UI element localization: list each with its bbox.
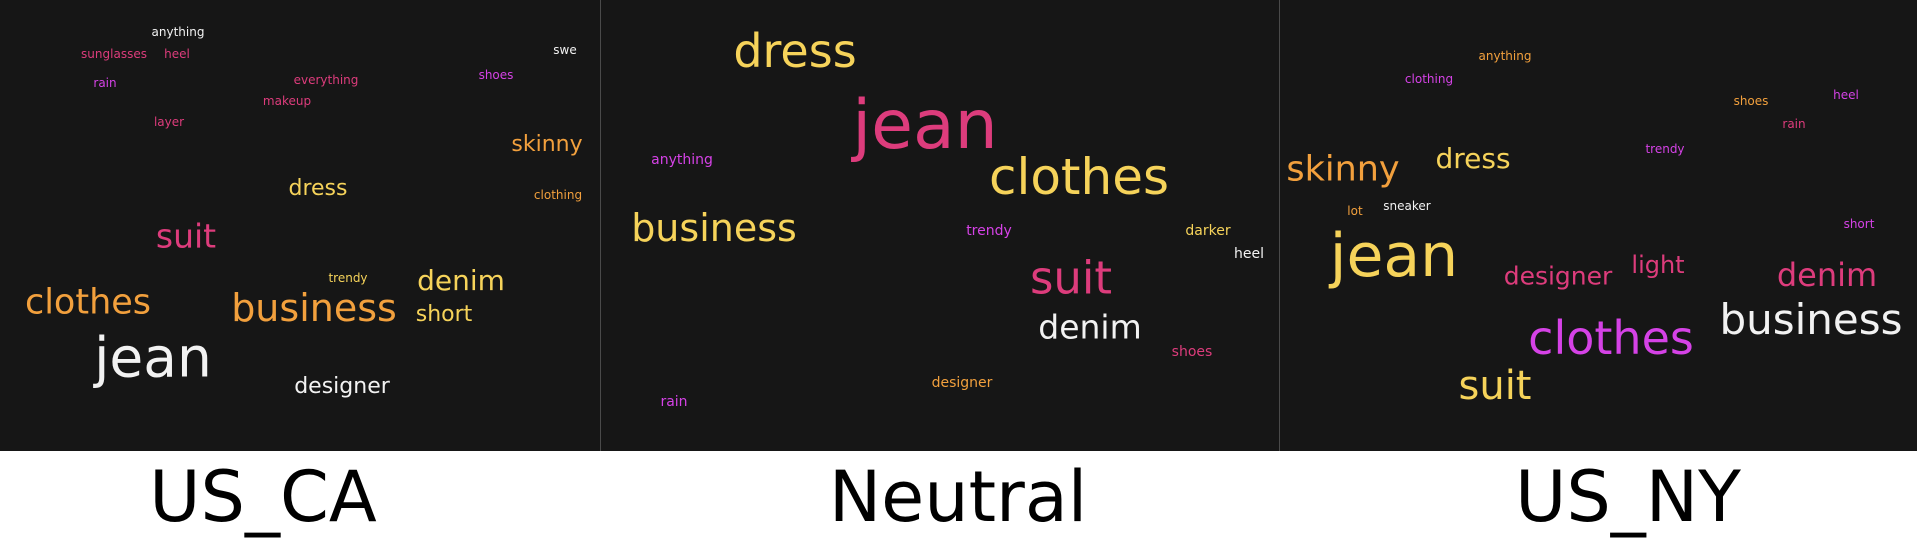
cloud-word-clothes: clothes (988, 148, 1170, 206)
cloud-word-suit: suit (1458, 363, 1532, 409)
cloud-word-swe: swe (553, 43, 577, 57)
cloud-word-clothing: clothing (1404, 72, 1454, 86)
cloud-word-denim: denim (1776, 256, 1878, 294)
word-cloud-neutral: dress jean anything clothes business trendy da… (601, 0, 1279, 451)
cloud-word-suit: suit (1029, 251, 1113, 305)
cloud-word-heel: heel (1234, 246, 1264, 262)
cloud-word-clothes: clothes (1528, 311, 1694, 365)
cloud-word-skinny: skinny (1286, 149, 1400, 190)
cloud-word-sunglasses: sunglasses (81, 47, 147, 61)
caption-us-ca: US_CA (149, 456, 377, 538)
cloud-word-designer: designer (931, 375, 993, 391)
cloud-word-anything: anything (151, 25, 205, 39)
cloud-word-rain: rain (660, 394, 688, 410)
cloud-word-clothes: clothes (24, 282, 152, 323)
cloud-word-lot: lot (1347, 204, 1363, 218)
cloud-word-anything: anything (651, 152, 713, 168)
cloud-word-makeup: makeup (262, 94, 312, 108)
cloud-word-designer: designer (294, 374, 390, 399)
cloud-word-clothing: clothing (533, 188, 583, 202)
cloud-word-sneaker: sneaker (1383, 199, 1431, 213)
cloud-word-shoes: shoes (1733, 94, 1769, 108)
cloud-word-rain: rain (93, 76, 117, 90)
cloud-word-everything: everything (293, 73, 359, 87)
cloud-word-shoes: shoes (478, 68, 514, 82)
caption-us-ny: US_NY (1515, 456, 1741, 538)
cloud-word-suit: suit (155, 216, 217, 256)
cloud-word-designer: designer (1503, 261, 1613, 291)
cloud-word-shoes: shoes (1171, 344, 1213, 360)
cloud-word-darker: darker (1185, 223, 1231, 239)
word-cloud-us-ca: anything sunglasses heel swe rain everything s… (0, 0, 600, 451)
cloud-word-denim: denim (417, 264, 505, 297)
cloud-word-business: business (231, 286, 397, 330)
cloud-word-light: light (1631, 251, 1685, 279)
cloud-word-jean: jean (1329, 221, 1459, 291)
cloud-word-jean: jean (852, 86, 998, 165)
cloud-word-denim: denim (1038, 307, 1142, 347)
cloud-word-short: short (415, 302, 473, 327)
caption-neutral: Neutral (828, 456, 1088, 538)
panel-divider (600, 0, 601, 451)
cloud-word-trendy: trendy (328, 271, 368, 285)
panel-divider (1279, 0, 1280, 451)
cloud-word-trendy: trendy (966, 223, 1012, 239)
cloud-word-trendy: trendy (1645, 142, 1685, 156)
cloud-word-heel: heel (1833, 88, 1859, 102)
cloud-word-heel: heel (164, 47, 190, 61)
cloud-word-rain: rain (1782, 117, 1806, 131)
cloud-word-dress: dress (1435, 142, 1511, 175)
cloud-word-jean: jean (94, 325, 212, 390)
cloud-word-dress: dress (733, 24, 857, 78)
word-cloud-us-ny: anything clothing shoes heel rain trendy skinn… (1280, 0, 1917, 451)
cloud-word-anything: anything (1478, 49, 1532, 63)
cloud-word-dress: dress (288, 176, 348, 201)
cloud-word-layer: layer (153, 115, 185, 129)
cloud-word-business: business (1719, 295, 1903, 344)
cloud-word-business: business (631, 206, 797, 250)
cloud-word-short: short (1843, 217, 1875, 231)
cloud-word-skinny: skinny (511, 132, 583, 157)
